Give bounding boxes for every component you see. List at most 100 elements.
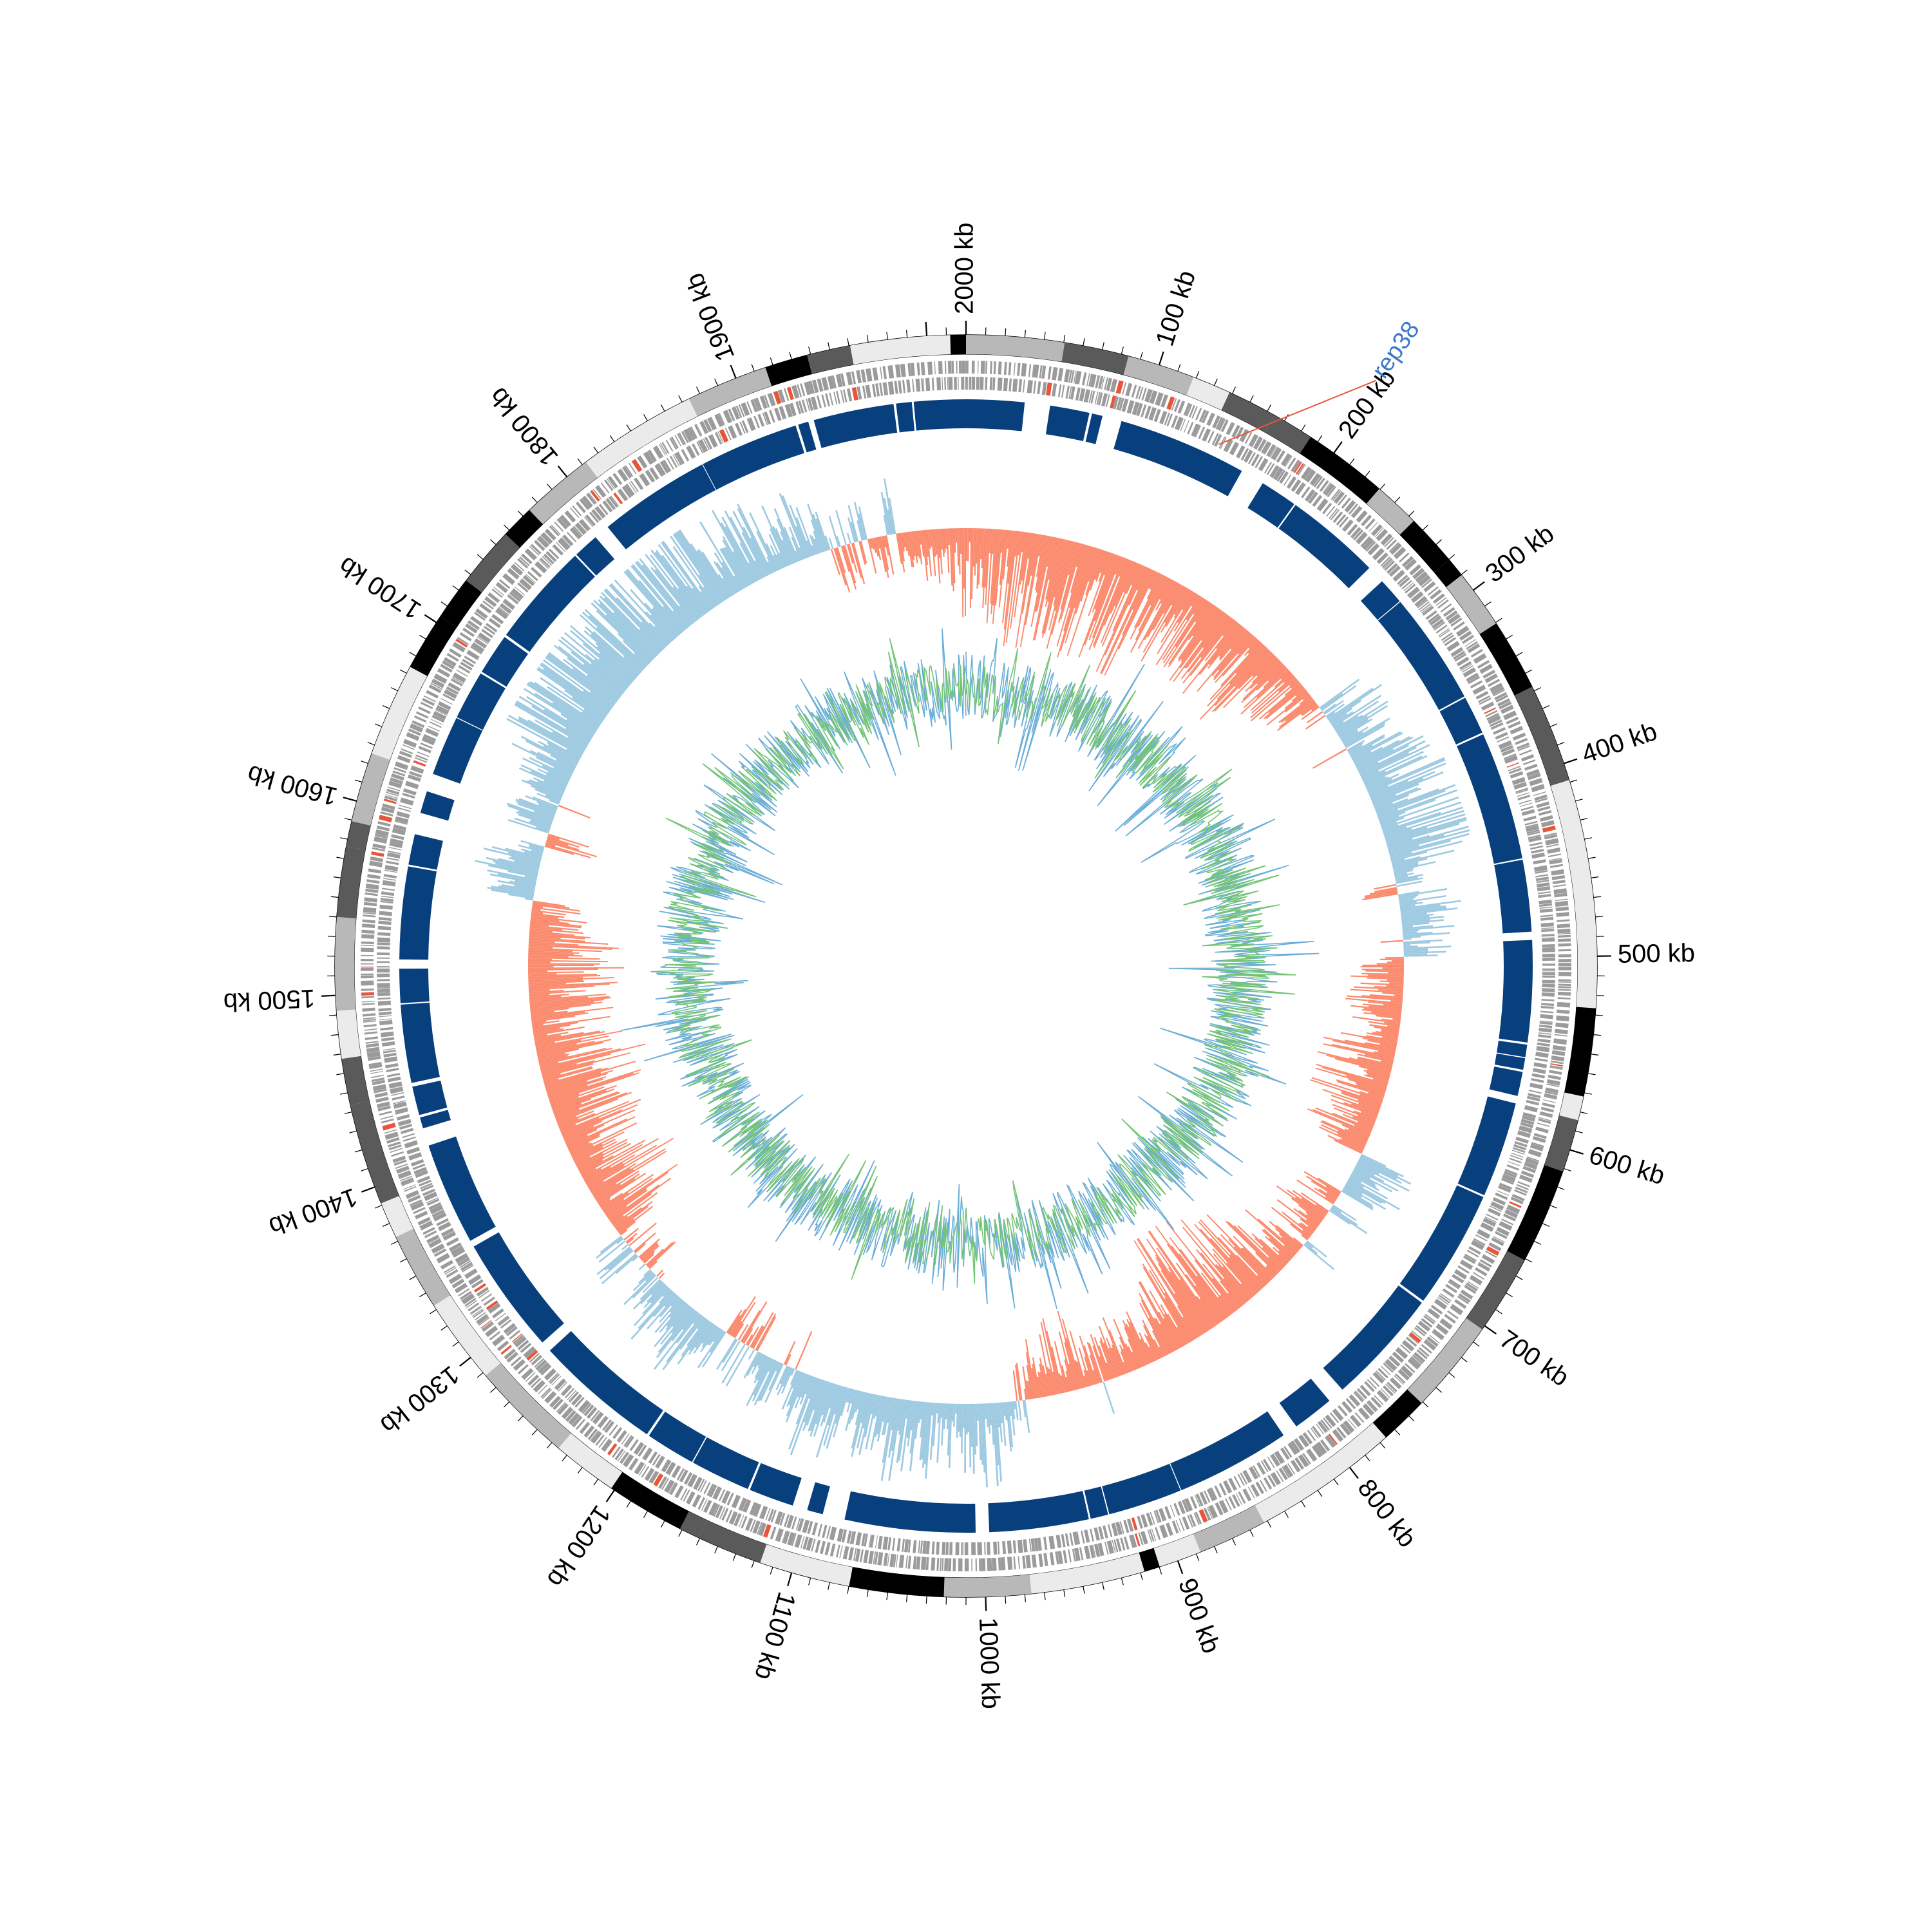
skew-bar-positive: [1265, 1265, 1277, 1276]
gene-feature: [1269, 465, 1280, 478]
skew-bar-positive: [549, 1072, 634, 1102]
gene-feature: [1215, 1502, 1224, 1516]
minor-tick: [1575, 799, 1583, 802]
gene-feature: [1285, 455, 1293, 468]
skew-bar-positive: [1149, 1269, 1193, 1341]
skew-bar-positive: [1054, 540, 1069, 598]
skew-bar-negative: [1331, 711, 1354, 726]
gene-feature: [1148, 407, 1157, 421]
skew-bar-positive: [615, 1200, 653, 1230]
minor-tick: [340, 837, 348, 840]
gene-feature: [875, 1535, 878, 1549]
gene-feature: [895, 364, 901, 378]
skew-bar-positive: [1090, 1334, 1108, 1381]
skew-bar-negative: [650, 554, 700, 620]
skew-bar-negative: [1326, 712, 1336, 719]
gene-feature: [440, 697, 453, 705]
gene-feature: [947, 361, 952, 374]
skew-bar-positive: [528, 971, 584, 974]
skew-bar-positive: [540, 1043, 646, 1071]
gene-feature: [1253, 436, 1264, 450]
skew-bar-positive: [1092, 553, 1115, 613]
gene-feature: [1430, 1304, 1443, 1315]
skew-bar-negative: [596, 646, 636, 680]
skew-bar-positive: [1047, 538, 1063, 602]
gene-feature: [1025, 1555, 1031, 1569]
skew-bar-positive: [1200, 1229, 1258, 1294]
skew-bar-negative: [536, 793, 560, 804]
gene-feature: [752, 1503, 762, 1517]
skew-bar-positive: [1213, 633, 1253, 679]
gene-feature: [527, 1374, 540, 1386]
gene-feature: [383, 1049, 396, 1054]
skew-bar-positive: [984, 528, 989, 588]
gene-feature: [1131, 1517, 1138, 1531]
gene-feature: [787, 1531, 795, 1546]
skew-bar-positive: [1238, 635, 1255, 655]
gene-feature: [617, 1450, 626, 1462]
skew-bar-negative: [498, 885, 535, 893]
skew-bar-negative: [601, 592, 661, 654]
skew-bar-positive: [601, 1173, 654, 1210]
gene-feature: [390, 1148, 402, 1153]
skew-bar-positive: [1088, 558, 1126, 650]
gene-feature: [1553, 884, 1566, 887]
gene-feature: [1372, 1372, 1385, 1384]
gene-feature: [1316, 477, 1326, 489]
skew-bar-positive: [544, 1068, 602, 1086]
skew-bar-positive: [531, 913, 565, 918]
skew-bar-negative: [672, 533, 721, 604]
skew-bar-positive: [904, 532, 908, 551]
skew-bar-positive: [1163, 600, 1209, 668]
gene-feature: [658, 1476, 668, 1489]
gene-feature: [693, 1477, 703, 1490]
skew-bar-positive: [549, 1072, 639, 1103]
gene-feature: [1388, 1355, 1401, 1367]
gene-feature: [1535, 874, 1549, 878]
skew-bar-negative: [757, 1354, 766, 1369]
gene-feature: [997, 377, 1003, 391]
skew-bar-positive: [1124, 1327, 1143, 1368]
skew-bar-positive: [1305, 1218, 1318, 1229]
skew-bar-negative: [537, 667, 607, 716]
gene-feature: [394, 1107, 408, 1115]
gene-feature: [936, 1541, 940, 1555]
skew-bar-positive: [985, 528, 990, 605]
skew-bar-positive: [830, 549, 840, 576]
gene-feature: [1282, 1466, 1291, 1479]
skew-bar-positive: [1380, 940, 1403, 943]
skew-bar-negative: [662, 1316, 704, 1370]
gene-feature: [413, 715, 427, 723]
gene-feature: [697, 1497, 706, 1510]
gene-feature: [1519, 1125, 1533, 1133]
skew-bar-positive: [1263, 1229, 1295, 1257]
skew-bar-negative: [748, 562, 759, 581]
gene-feature: [363, 1020, 377, 1023]
skew-bar-positive: [1026, 1365, 1034, 1399]
skew-bar-positive: [1365, 1054, 1394, 1062]
skew-bar-positive: [1368, 1021, 1400, 1027]
skew-bar-negative: [582, 643, 632, 685]
skew-bar-negative: [1354, 739, 1400, 765]
skew-bar-negative: [579, 614, 643, 672]
gene-block: [401, 1002, 440, 1083]
skew-bar-negative: [724, 526, 757, 583]
gene-feature: [1068, 370, 1072, 383]
skew-bar-negative: [1358, 744, 1410, 772]
skew-bar-positive: [949, 528, 953, 586]
skew-bar-positive: [528, 961, 551, 963]
skew-bar-negative: [688, 1321, 713, 1355]
gene-feature: [783, 388, 790, 401]
minor-tick: [1580, 818, 1588, 821]
skew-bar-negative: [515, 799, 556, 815]
gene-feature: [437, 701, 451, 711]
gene-feature: [544, 1368, 556, 1381]
gene-feature: [1383, 1385, 1394, 1397]
skew-bar-positive: [597, 1178, 636, 1204]
skew-bar-positive: [1129, 1321, 1150, 1365]
skew-bar-positive: [1338, 1130, 1367, 1144]
gene-feature: [749, 1502, 757, 1515]
skew-bar-positive: [1207, 645, 1265, 707]
gene-feature: [440, 1260, 453, 1270]
skew-bar-positive: [543, 1066, 592, 1081]
